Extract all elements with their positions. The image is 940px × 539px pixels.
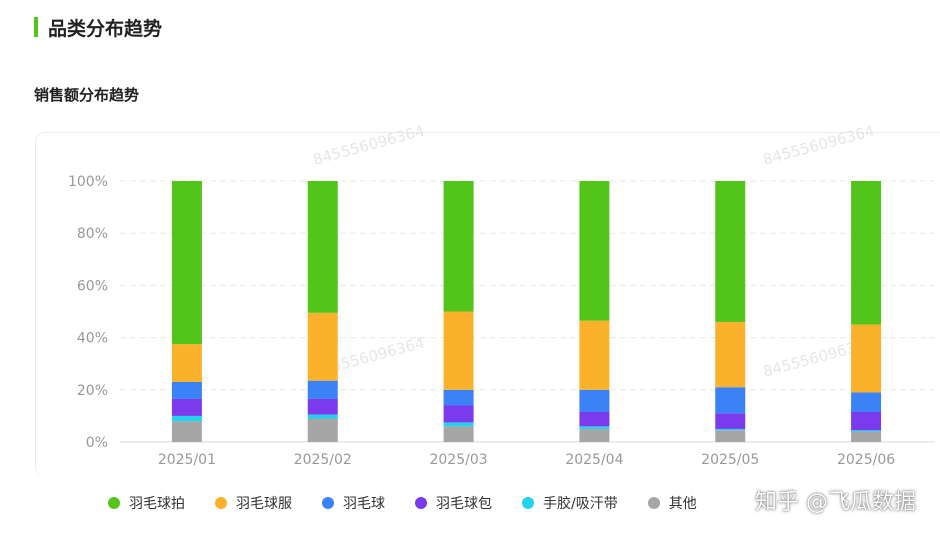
bar-segment (443, 389, 474, 406)
bar-segment (715, 181, 746, 322)
x-tick-label: 2025/04 (565, 452, 623, 468)
bar-segment (851, 431, 882, 442)
bar-segment (579, 181, 610, 321)
x-tick-label: 2025/01 (158, 452, 216, 468)
bar-segment (715, 430, 746, 442)
x-tick-label: 2025/02 (294, 452, 352, 468)
bar-segment (443, 405, 474, 423)
legend-dot-icon (322, 497, 334, 509)
chart-watermark: 845556096364 (311, 122, 426, 169)
bar-segment (715, 428, 746, 431)
bar-segment (579, 411, 610, 427)
legend-label: 羽毛球 (343, 496, 385, 512)
legend-item-shuttlecocks[interactable]: 羽毛球 (322, 493, 385, 513)
x-tick-label: 2025/03 (429, 452, 487, 468)
y-tick-label: 0% (86, 435, 108, 451)
legend-label: 羽毛球拍 (129, 496, 185, 512)
bar-segment (579, 428, 610, 442)
bar-segment (307, 380, 338, 399)
legend-dot-icon (215, 497, 227, 509)
section-title: 品类分布趋势 (48, 17, 163, 40)
section-accent-bar (34, 17, 38, 37)
bar-segment (443, 181, 474, 312)
bar-segment (171, 398, 202, 416)
bar-segment (307, 398, 338, 415)
bar-segment (171, 415, 202, 422)
bar-segment (171, 344, 202, 382)
chart-watermark: 845556096364 (761, 122, 876, 169)
bar-segment (171, 421, 202, 442)
y-tick-label: 20% (77, 383, 108, 399)
y-tick-label: 100% (68, 174, 108, 190)
bar-segment (715, 387, 746, 414)
chart-subtitle: 销售额分布趋势 (34, 86, 140, 104)
bar-segment (579, 320, 610, 390)
legend-item-rackets[interactable]: 羽毛球拍 (108, 493, 185, 513)
bar-segment (307, 414, 338, 419)
bar-segment (443, 311, 474, 390)
chart-legend: 羽毛球拍 羽毛球服 羽毛球 羽毛球包 手胶/吸汗带 其他 (108, 493, 727, 513)
y-tick-label: 40% (77, 331, 108, 347)
y-tick-label: 60% (77, 278, 108, 294)
legend-item-apparel[interactable]: 羽毛球服 (215, 493, 292, 513)
site-watermark: 知乎 @飞瓜数据 (755, 490, 916, 515)
bar-segment (307, 418, 338, 442)
legend-dot-icon (647, 497, 660, 509)
legend-dot-icon (415, 497, 427, 509)
bar-segment (443, 422, 474, 427)
bar-segment (443, 426, 474, 442)
legend-label: 羽毛球服 (236, 496, 292, 512)
legend-dot-icon (108, 497, 120, 509)
bar-segment (851, 181, 882, 325)
bar-segment (851, 324, 882, 393)
chart-card (35, 132, 940, 477)
bar-segment (307, 181, 338, 313)
legend-item-grips[interactable]: 手胶/吸汗带 (522, 493, 618, 513)
bar-segment (171, 181, 202, 345)
bar-segment (851, 411, 882, 431)
x-tick-label: 2025/05 (701, 452, 759, 468)
bar-segment (579, 426, 610, 429)
legend-label: 手胶/吸汗带 (543, 496, 618, 512)
legend-dot-icon (522, 497, 534, 509)
legend-label: 羽毛球包 (436, 496, 492, 512)
bar-segment (715, 321, 746, 388)
bar-segment (307, 312, 338, 381)
legend-label: 其他 (668, 496, 697, 512)
bar-segment (171, 381, 202, 399)
legend-item-bags[interactable]: 羽毛球包 (415, 493, 492, 513)
x-tick-label: 2025/06 (837, 452, 895, 468)
bar-segment (851, 430, 882, 432)
bar-segment (851, 392, 882, 412)
section-header: 品类分布趋势 (34, 14, 162, 40)
bar-segment (715, 413, 746, 429)
y-tick-label: 80% (77, 226, 108, 242)
legend-item-other[interactable]: 其他 (647, 493, 697, 513)
bar-segment (579, 389, 610, 412)
